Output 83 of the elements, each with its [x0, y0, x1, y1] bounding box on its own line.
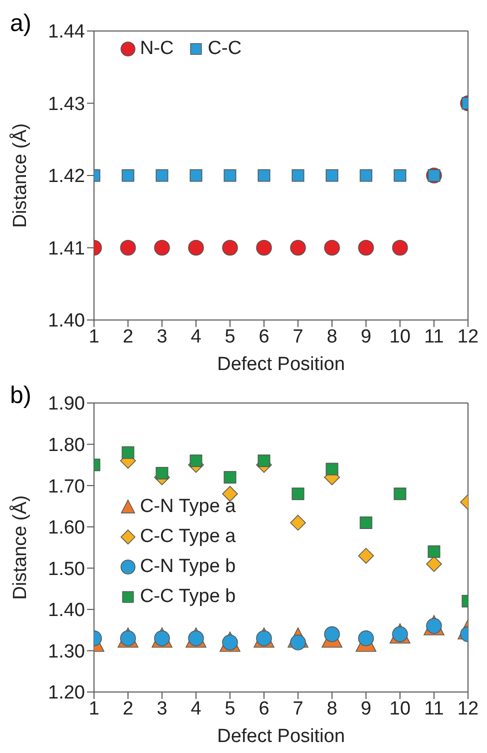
x-tick-label: 6	[258, 326, 270, 348]
point	[122, 169, 134, 182]
y-tick-label: 1.60	[48, 518, 85, 539]
x-tick-label: 12	[457, 326, 479, 348]
y-tick-label: 1.40	[48, 310, 85, 332]
point	[224, 471, 236, 484]
x-tick-label: 11	[424, 326, 444, 348]
x-tick-label: 4	[190, 326, 202, 348]
point	[326, 169, 338, 182]
point	[360, 169, 372, 182]
y-tick-label: 1.41	[48, 238, 85, 260]
x-tick-label: 10	[389, 698, 411, 720]
y-tick-label: 1.20	[48, 682, 85, 704]
point	[426, 556, 442, 572]
y-tick-label: 1.40	[48, 600, 85, 622]
y-tick-label: 1.44	[48, 22, 86, 43]
point	[256, 240, 272, 256]
legend-label: C-C Type a	[140, 526, 236, 548]
point	[360, 516, 372, 529]
x-tick-label: 9	[360, 326, 372, 348]
point	[190, 454, 202, 468]
y-tick-label: 1.42	[48, 166, 85, 188]
point	[358, 630, 374, 646]
point	[122, 446, 134, 459]
point	[394, 169, 406, 182]
x-tick-label: 9	[360, 698, 372, 720]
point	[292, 169, 304, 182]
x-tick-label: 3	[156, 698, 168, 720]
x-tick-label: 3	[156, 326, 168, 348]
x-axis-title: Defect Position	[217, 726, 345, 747]
legend-label: N-C	[140, 38, 174, 60]
x-tick-label: 5	[224, 326, 236, 348]
y-axis-title: Distance (Å)	[9, 495, 31, 600]
x-tick-label: 7	[292, 698, 304, 720]
x-tick-label: 1	[88, 698, 100, 720]
point	[222, 486, 238, 502]
point	[156, 169, 168, 182]
x-tick-label: 2	[122, 698, 134, 720]
point	[290, 240, 306, 256]
x-tick-label: 8	[326, 326, 338, 348]
point	[154, 240, 170, 256]
point	[156, 466, 168, 480]
point	[258, 169, 270, 182]
y-tick-label: 1.30	[48, 641, 85, 662]
point	[392, 240, 408, 256]
x-tick-label: 12	[457, 698, 479, 720]
y-tick-label: 1.50	[48, 558, 85, 580]
x-tick-label: 5	[224, 698, 236, 720]
x-tick-label: 1	[88, 326, 100, 348]
x-axis-title: Defect Position	[217, 354, 345, 375]
point	[428, 545, 440, 558]
point	[394, 488, 406, 500]
point	[188, 240, 204, 256]
y-tick-label: 1.70	[48, 476, 85, 498]
chart-title: b)	[10, 382, 32, 410]
x-tick-label: 11	[424, 698, 444, 720]
point	[224, 169, 236, 182]
legend-label: C-N Type b	[140, 556, 236, 578]
x-tick-label: 7	[292, 326, 304, 348]
point	[324, 240, 340, 256]
legend-label: C-C	[208, 38, 242, 60]
point	[190, 169, 202, 182]
legend-label: C-N Type a	[140, 496, 236, 518]
point	[326, 462, 338, 476]
y-tick-label: 1.80	[48, 435, 85, 456]
point	[120, 240, 136, 256]
point	[358, 548, 374, 564]
y-tick-label: 1.90	[48, 394, 85, 415]
point	[292, 488, 304, 500]
point	[324, 626, 340, 642]
legend-label: C-C Type b	[140, 586, 236, 608]
x-tick-label: 4	[190, 698, 202, 720]
x-tick-label: 2	[122, 326, 134, 348]
chart-title: a)	[10, 10, 32, 38]
y-tick-label: 1.43	[48, 94, 85, 115]
point	[290, 514, 306, 531]
x-tick-label: 6	[258, 698, 270, 720]
x-tick-label: 10	[389, 326, 411, 348]
point	[258, 454, 270, 468]
y-axis-title: Distance (Å)	[9, 123, 31, 228]
x-tick-label: 8	[326, 698, 338, 720]
point	[222, 240, 238, 256]
point	[358, 240, 374, 256]
